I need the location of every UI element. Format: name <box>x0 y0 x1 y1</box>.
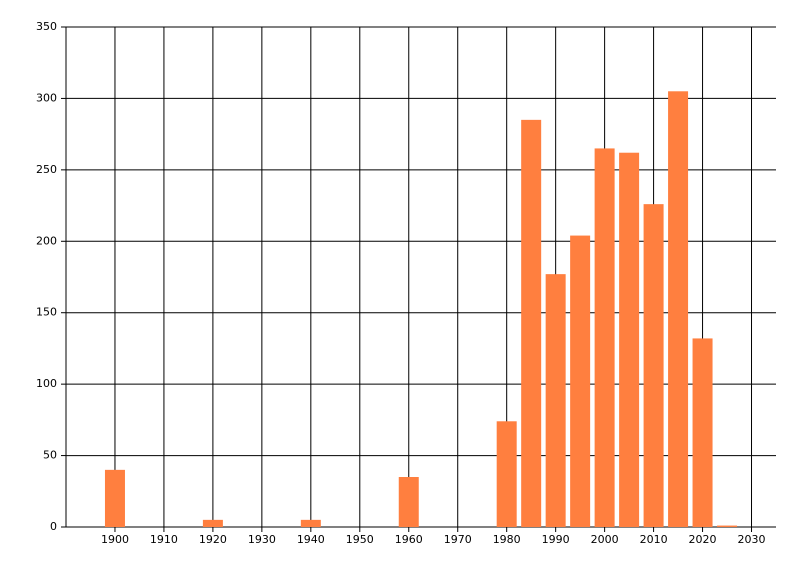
x-tick-label: 1940 <box>297 533 325 546</box>
x-tick-label: 1960 <box>395 533 423 546</box>
x-tick-label: 2000 <box>591 533 619 546</box>
x-tick-label: 1950 <box>346 533 374 546</box>
bar <box>202 519 223 527</box>
bar <box>521 119 542 527</box>
bar <box>717 525 738 527</box>
y-tick-label: 150 <box>36 306 57 319</box>
bar <box>496 421 517 527</box>
x-tick-label: 1910 <box>150 533 178 546</box>
bar <box>692 338 713 527</box>
y-tick-label: 100 <box>36 377 57 390</box>
bar <box>570 235 591 528</box>
bar <box>300 519 321 527</box>
bar <box>643 204 664 527</box>
y-tick-label: 250 <box>36 163 57 176</box>
bar <box>619 152 640 527</box>
x-tick-label: 1930 <box>248 533 276 546</box>
bar <box>545 274 566 527</box>
x-tick-label: 1980 <box>493 533 521 546</box>
bar <box>398 477 419 527</box>
x-tick-label: 1990 <box>542 533 570 546</box>
x-tick-label: 1900 <box>101 533 129 546</box>
y-tick-label: 50 <box>43 449 57 462</box>
bar <box>594 148 615 527</box>
x-tick-label: 2020 <box>689 533 717 546</box>
x-tick-label: 2030 <box>738 533 766 546</box>
x-tick-label: 2010 <box>640 533 668 546</box>
bar <box>104 469 125 527</box>
y-tick-label: 0 <box>50 520 57 533</box>
x-tick-label: 1970 <box>444 533 472 546</box>
y-tick-label: 350 <box>36 20 57 33</box>
y-tick-label: 200 <box>36 234 57 247</box>
y-tick-label: 300 <box>36 91 57 104</box>
x-tick-label: 1920 <box>199 533 227 546</box>
bar <box>668 91 689 528</box>
